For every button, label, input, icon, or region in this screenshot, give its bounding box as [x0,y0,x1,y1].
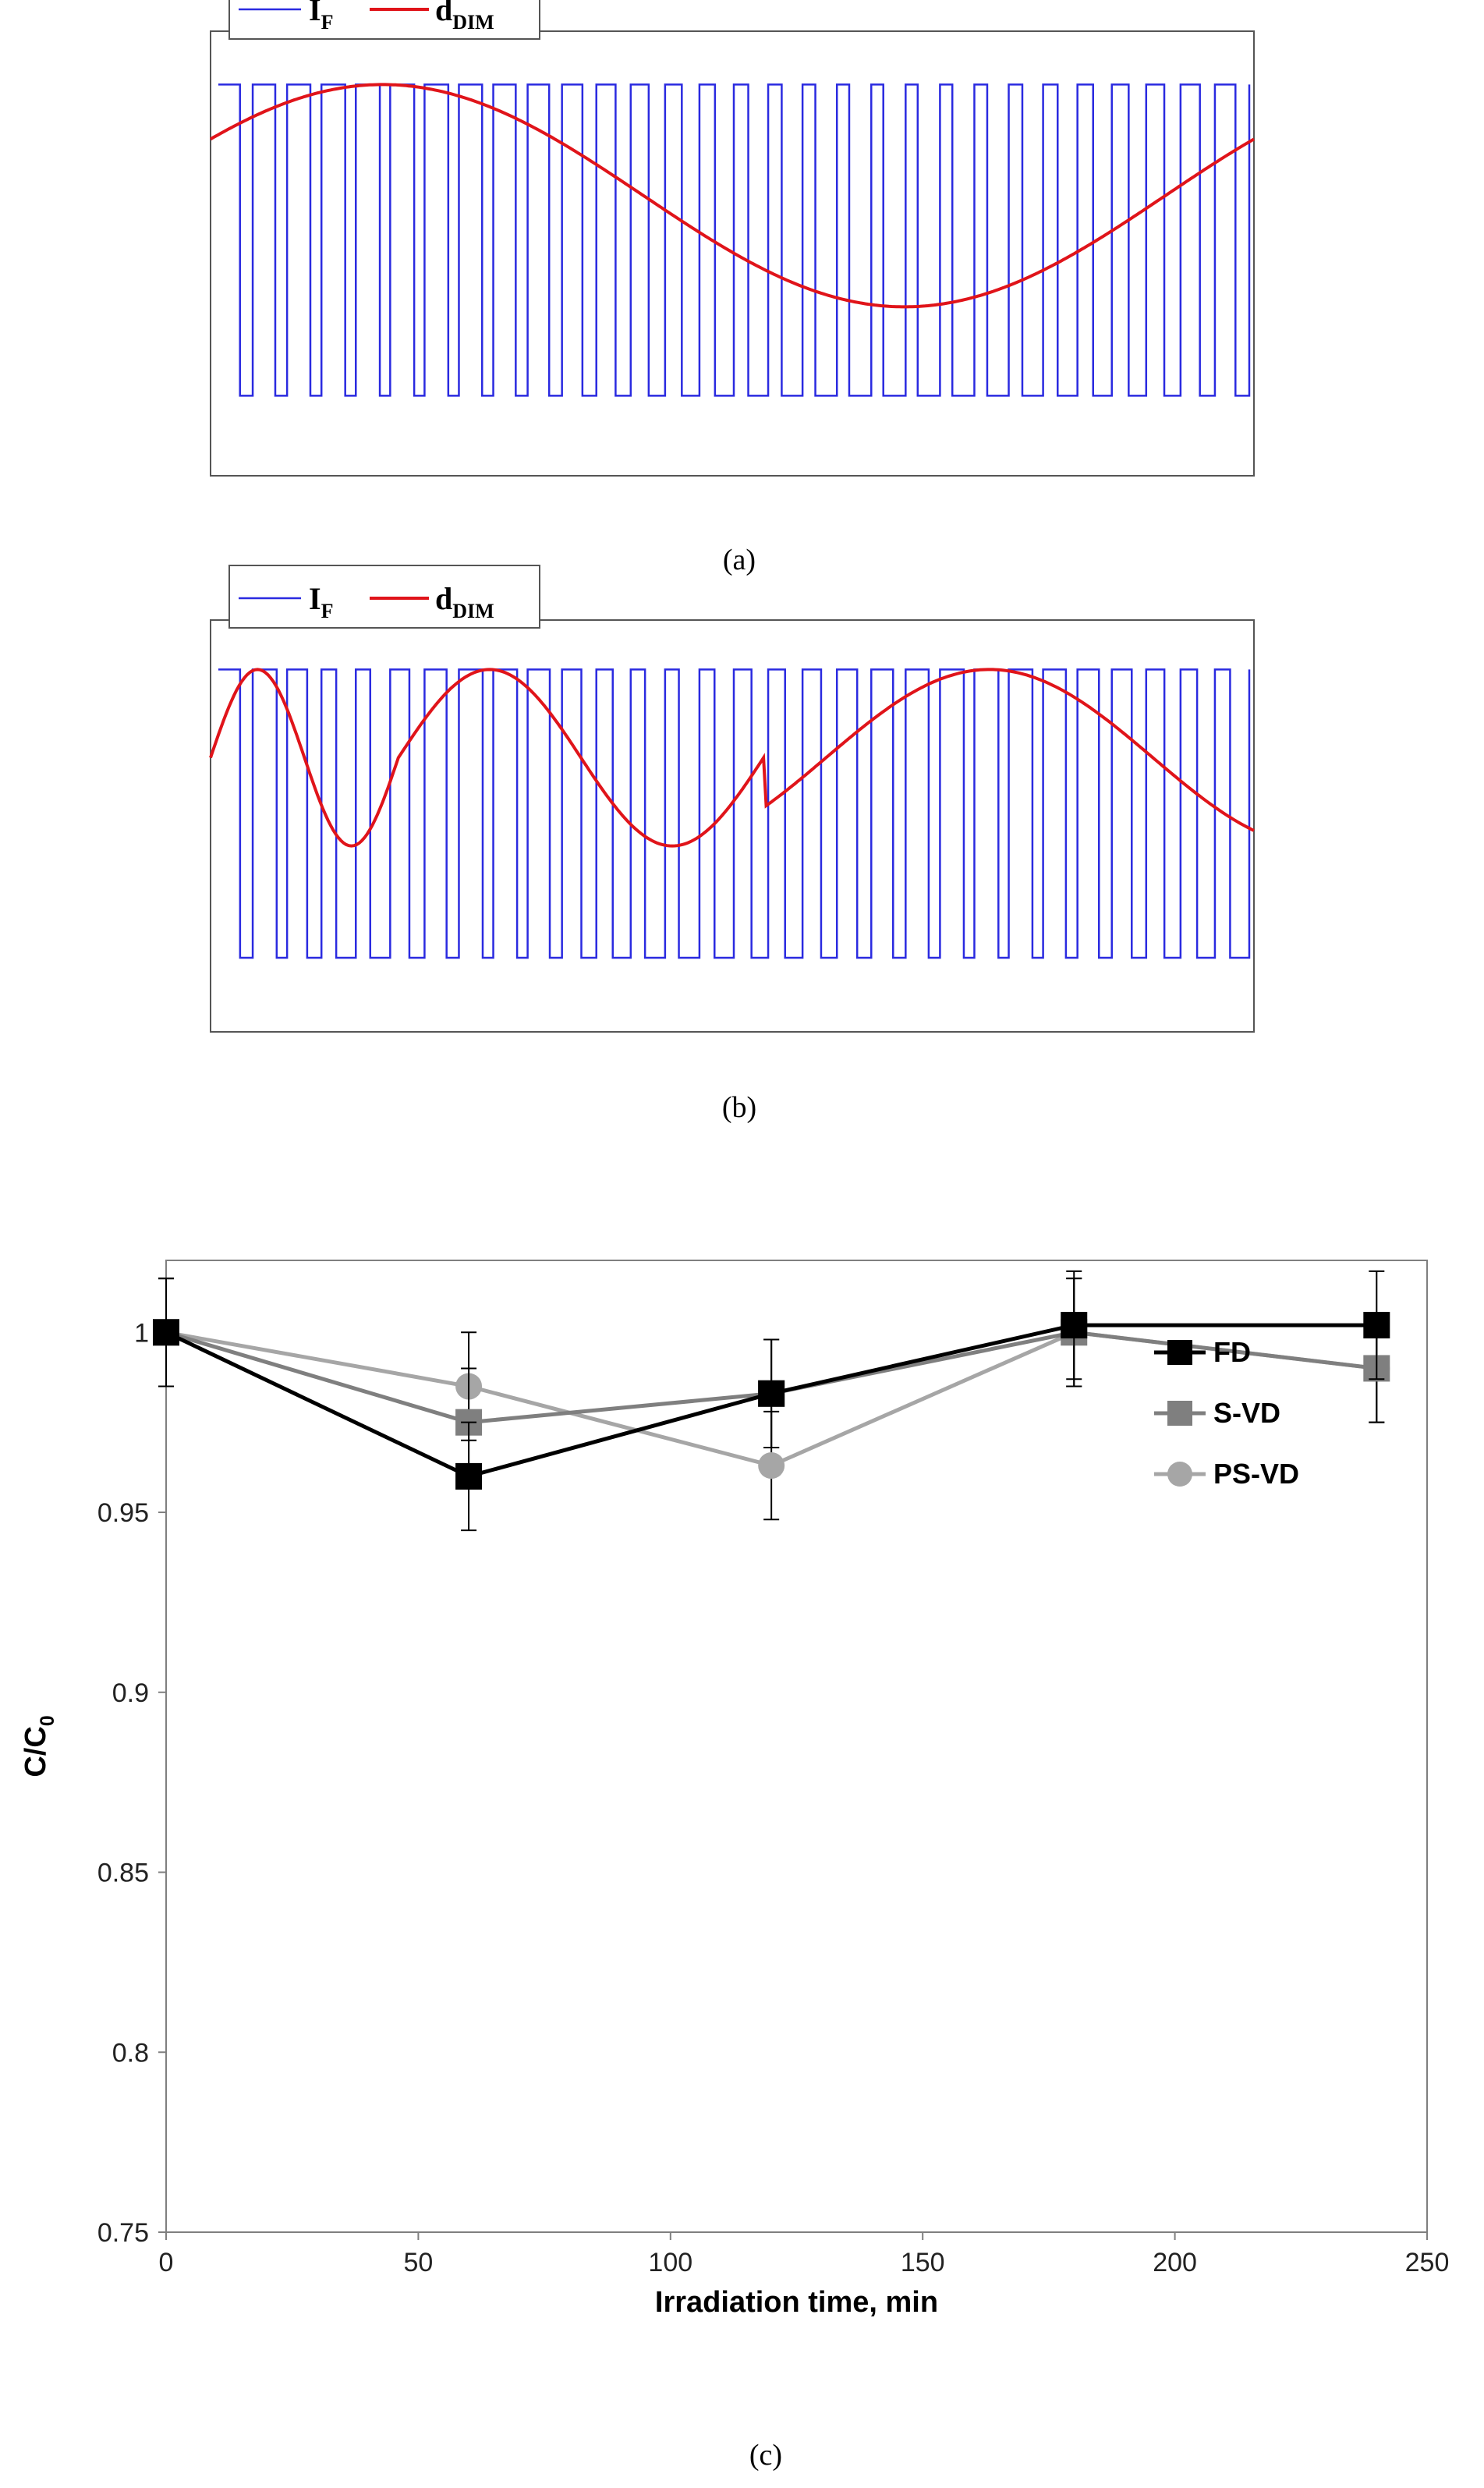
panel-a-plot [209,83,1255,397]
panel-c-plot-area [165,1260,1428,2233]
x-tick-label: 0 [159,2248,174,2277]
panel-a-legend-if-label: IF [309,0,333,34]
x-tick-label: 50 [403,2248,433,2277]
legend-swatch-marker [1167,1340,1192,1365]
panel-b-legend-ddim-label: dDIM [435,581,494,622]
x-tick-label: 200 [1153,2248,1197,2277]
y-tick-label: 0.85 [97,1859,149,1888]
panel-a-legend: IF dDIM [228,0,540,40]
y-tick-label: 0.75 [97,2218,149,2248]
y-axis-label-group: C/C0 [19,1715,58,1777]
legend-label: FD [1213,1336,1251,1368]
panel-a-frame [210,30,1255,477]
data-point-fd [153,1319,179,1346]
data-point-fd [455,1462,483,1490]
panel-c-caption: (c) [749,2439,782,2472]
panel-c-plot: 0.75 0.8 0.85 0.9 0.95 1 0 50 100 150 200 250 Irradi… [19,1260,1449,2319]
legend-item-fd: FD [1154,1336,1251,1368]
panel-c: 0.75 0.8 0.85 0.9 0.95 1 0 50 100 150 200 250 Irradi… [19,1260,1449,2319]
panel-a-caption: (a) [723,544,756,576]
data-point-fd [1363,1312,1390,1339]
panel-b-legend: IF dDIM [228,565,540,629]
data-point-ps-vd [758,1452,785,1480]
series-fd [153,1270,1390,1532]
panel-b-frame [210,619,1255,1033]
y-axis-label: C/C0 [19,1715,58,1777]
y-tick-label: 0.95 [97,1498,149,1528]
data-point-fd [758,1380,785,1407]
panel-a-ddim-curve [209,83,1255,309]
panel-b-caption: (b) [722,1091,756,1124]
y-tick-label: 0.9 [112,1678,149,1708]
panel-b-legend-if-label: IF [309,581,333,622]
panel-a-legend-ddim-label: dDIM [435,0,494,34]
panel-a-legend-box [228,0,540,40]
x-tick-label: 100 [648,2248,692,2277]
legend-swatch-marker [1167,1462,1192,1487]
legend-swatch-marker [1167,1401,1192,1426]
legend-label: PS-VD [1213,1458,1299,1490]
legend-item-s-vd: S-VD [1154,1397,1280,1429]
x-tick-label: 150 [901,2248,945,2277]
panel-b-plot [209,668,1255,959]
panel-b-if-square-wave [218,668,1251,959]
panel-b: IF dDIM [209,565,1255,1033]
x-axis-label: Irradiation time, min [655,2286,938,2319]
panel-b-ddim-curve [209,668,1255,848]
y-tick-label: 0.8 [112,2038,149,2068]
y-tick-label: 1 [134,1318,149,1348]
legend-label: S-VD [1213,1397,1280,1429]
data-point-fd [1061,1312,1088,1339]
legend-item-ps-vd: PS-VD [1154,1458,1299,1490]
panel-a: IF dDIM [209,0,1255,477]
x-tick-label: 250 [1405,2248,1450,2277]
